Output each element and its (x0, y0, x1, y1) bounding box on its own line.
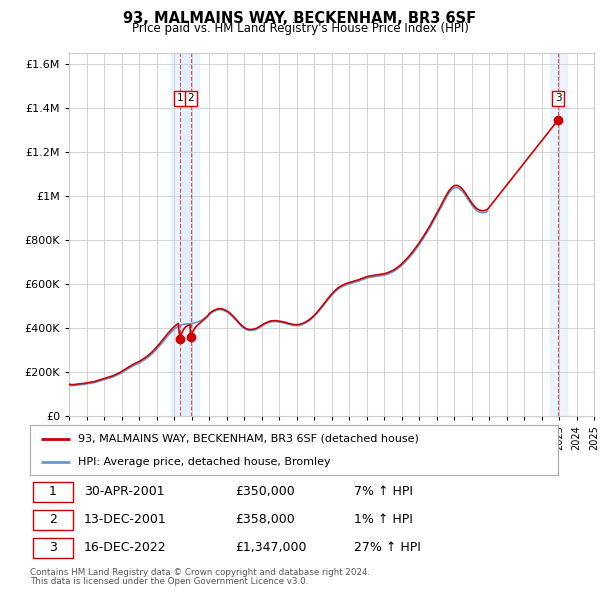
Text: 3: 3 (555, 93, 562, 103)
Text: HPI: Average price, detached house, Bromley: HPI: Average price, detached house, Brom… (77, 457, 330, 467)
Bar (182, 53, 199, 416)
Text: £1,347,000: £1,347,000 (235, 541, 307, 554)
Text: 93, MALMAINS WAY, BECKENHAM, BR3 6SF (detached house): 93, MALMAINS WAY, BECKENHAM, BR3 6SF (de… (77, 434, 418, 444)
Text: 2: 2 (49, 513, 57, 526)
Text: 1: 1 (176, 93, 183, 103)
Text: Contains HM Land Registry data © Crown copyright and database right 2024.: Contains HM Land Registry data © Crown c… (30, 568, 370, 576)
Bar (171, 53, 188, 416)
Text: 93, MALMAINS WAY, BECKENHAM, BR3 6SF: 93, MALMAINS WAY, BECKENHAM, BR3 6SF (124, 11, 476, 25)
FancyBboxPatch shape (30, 425, 558, 475)
Text: 1: 1 (49, 486, 57, 499)
Text: 27% ↑ HPI: 27% ↑ HPI (354, 541, 421, 554)
Text: 30-APR-2001: 30-APR-2001 (84, 486, 164, 499)
Text: £358,000: £358,000 (235, 513, 295, 526)
FancyBboxPatch shape (33, 482, 73, 502)
Text: 13-DEC-2001: 13-DEC-2001 (84, 513, 167, 526)
Text: 16-DEC-2022: 16-DEC-2022 (84, 541, 167, 554)
FancyBboxPatch shape (33, 510, 73, 530)
Text: 2: 2 (187, 93, 194, 103)
Text: 7% ↑ HPI: 7% ↑ HPI (354, 486, 413, 499)
Text: £350,000: £350,000 (235, 486, 295, 499)
Text: This data is licensed under the Open Government Licence v3.0.: This data is licensed under the Open Gov… (30, 577, 308, 586)
Text: 1% ↑ HPI: 1% ↑ HPI (354, 513, 413, 526)
Bar (550, 53, 567, 416)
FancyBboxPatch shape (33, 537, 73, 558)
Text: Price paid vs. HM Land Registry's House Price Index (HPI): Price paid vs. HM Land Registry's House … (131, 22, 469, 35)
Text: 3: 3 (49, 541, 57, 554)
